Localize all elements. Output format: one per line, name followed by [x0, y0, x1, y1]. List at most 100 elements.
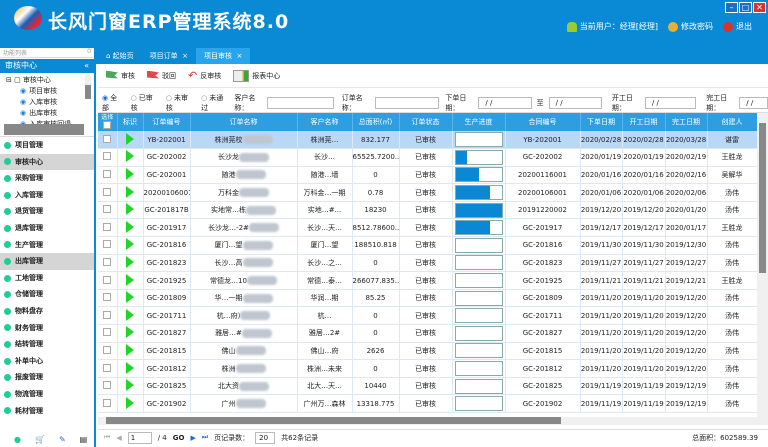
finish-date-input[interactable]: / / — [739, 97, 768, 109]
table-row[interactable]: GC-202002 长沙龙 长沙… 65525.7200... 已审核 GC-202002… — [98, 148, 758, 167]
next-page-button[interactable]: ▶ — [190, 433, 196, 442]
tree-scrollbar[interactable] — [85, 75, 91, 99]
status-radio[interactable]: 已审核 — [131, 93, 158, 113]
row-checkbox-cell[interactable] — [98, 236, 118, 255]
sidebar-item[interactable]: 耗材管理 — [0, 403, 94, 420]
row-checkbox[interactable] — [103, 381, 112, 390]
row-checkbox[interactable] — [103, 398, 112, 407]
row-checkbox[interactable] — [103, 205, 112, 214]
sidebar-item[interactable]: 退库管理 — [0, 220, 94, 237]
sidebar-item[interactable]: 审核中心 — [0, 153, 94, 171]
tree-hscrollbar[interactable] — [4, 124, 84, 135]
book-icon[interactable]: ▤ — [79, 435, 88, 444]
tree-root[interactable]: ⊟ ▢ 审核中心 — [6, 76, 51, 84]
report-center-button[interactable]: 报表中心 — [233, 69, 280, 82]
row-checkbox-cell[interactable] — [98, 131, 118, 150]
table-row[interactable]: GC-201711 杭…府) 杭… 0 已审核 GC-201711 2019/11/20 20… — [98, 306, 758, 326]
go-button[interactable]: GO — [172, 433, 185, 442]
table-row[interactable]: GC-201815 佛山 佛山…府 2626 已审核 GC-201815 2019/11/2… — [98, 342, 758, 361]
order-name-input[interactable] — [374, 97, 440, 109]
first-page-button[interactable]: ⏮ — [104, 433, 111, 441]
change-password-link[interactable]: 修改密码 — [668, 21, 713, 32]
row-checkbox[interactable] — [103, 293, 112, 302]
tab-project-audit[interactable]: 项目审核 × — [196, 48, 251, 64]
row-checkbox[interactable] — [103, 169, 112, 178]
sidebar-item[interactable]: 财务管理 — [0, 320, 94, 337]
unaudit-button[interactable]: ↶ 反审核 — [188, 69, 222, 82]
row-checkbox-cell[interactable] — [98, 377, 118, 396]
tree-item[interactable]: 出库审核 — [6, 108, 94, 119]
row-checkbox-cell[interactable] — [98, 306, 118, 326]
row-checkbox-cell[interactable] — [98, 342, 118, 361]
table-row[interactable]: GC-201925 常德龙…10 常德…泰... 266077.835... 已审核 GC… — [98, 271, 758, 290]
logout-link[interactable]: 退出 — [723, 21, 752, 32]
close-button[interactable]: ✕ — [753, 2, 766, 13]
feather-icon[interactable]: ✎ — [58, 435, 66, 444]
sidebar-item[interactable]: 采购管理 — [0, 170, 94, 187]
tab-project-orders[interactable]: 项目订单 × — [149, 52, 188, 60]
column-header[interactable]: 订单名称 — [190, 113, 298, 131]
sidebar-section-header[interactable]: 审核中心 « — [0, 59, 94, 73]
sidebar-item[interactable]: 生产管理 — [0, 237, 94, 254]
table-row[interactable]: GC-201917 长沙龙…-2# 长沙…天... 8512.78600... 已审核 G… — [98, 218, 758, 238]
close-tab-icon[interactable]: × — [182, 52, 188, 60]
table-row[interactable]: GC-201902 广州 广州万…森林 13318.775 已审核 GC-201902 20… — [98, 394, 758, 413]
minimize-button[interactable]: – — [725, 2, 738, 13]
sidebar-item[interactable]: 补单中心 — [0, 353, 94, 370]
sidebar-item[interactable]: 物流管理 — [0, 386, 94, 403]
status-radio[interactable]: 全部 — [102, 93, 123, 113]
sidebar-item[interactable]: 物料盘存 — [0, 303, 94, 320]
row-checkbox-cell[interactable] — [98, 183, 118, 202]
select-all-checkbox[interactable] — [103, 120, 112, 129]
row-checkbox-cell[interactable] — [98, 166, 118, 185]
horizontal-scrollbar[interactable] — [98, 417, 768, 425]
sidebar-item[interactable]: 结转管理 — [0, 336, 94, 353]
row-checkbox[interactable] — [103, 134, 112, 143]
row-checkbox-cell[interactable] — [98, 359, 118, 378]
row-checkbox[interactable] — [103, 310, 112, 319]
row-checkbox[interactable] — [103, 257, 112, 266]
column-header[interactable]: 创建人 — [707, 113, 758, 131]
row-checkbox-cell[interactable] — [98, 324, 118, 343]
column-header[interactable]: 完工日期 — [665, 113, 708, 131]
column-header[interactable]: 开工日期 — [622, 113, 666, 131]
table-row[interactable]: GC-201827 雅居…# 雅居…2# 0 已审核 GC-201827 2019/11/2… — [98, 324, 758, 343]
maximize-button[interactable]: □ — [739, 2, 752, 13]
tree-item[interactable]: 入库审核 — [6, 97, 94, 108]
table-row[interactable]: GC-201817B 实地常…栋 实地…#... 18230 已审核 2019122000… — [98, 201, 758, 220]
column-header[interactable]: 选择 — [98, 113, 118, 131]
row-checkbox-cell[interactable] — [98, 201, 118, 220]
table-row[interactable]: GC-202001 随港 随港…墙 0 已审核 20200116001 2020/01/16… — [98, 166, 758, 185]
table-row[interactable]: 20200106001 万科金 万科金…一期 0.78 已审核 20200106001 20… — [98, 183, 758, 202]
column-header[interactable]: 生产进度 — [452, 113, 506, 131]
row-checkbox-cell[interactable] — [98, 394, 118, 413]
customer-name-input[interactable] — [267, 97, 334, 109]
row-checkbox-cell[interactable] — [98, 289, 118, 308]
row-checkbox[interactable] — [103, 222, 112, 231]
tab-home[interactable]: ⌂ 起始页 — [106, 52, 134, 60]
circle-icon[interactable]: ● — [14, 435, 21, 444]
sidebar-item[interactable]: 仓储管理 — [0, 286, 94, 303]
row-checkbox[interactable] — [103, 275, 112, 284]
row-checkbox[interactable] — [103, 152, 112, 161]
row-checkbox-cell[interactable] — [98, 254, 118, 273]
row-checkbox[interactable] — [103, 328, 112, 337]
start-date-input[interactable]: / / — [644, 97, 697, 109]
sidebar-item[interactable]: 出库管理 — [0, 253, 94, 270]
column-header[interactable]: 标识 — [117, 113, 144, 131]
row-checkbox-cell[interactable] — [98, 148, 118, 167]
table-row[interactable]: GC-201823 长沙…高 长沙…之... 0 已审核 GC-201823 2019/11… — [98, 254, 758, 273]
vertical-scrollbar[interactable] — [757, 113, 768, 417]
sidebar-item[interactable]: 项目管理 — [0, 137, 94, 154]
column-header[interactable]: 总面积(㎡) — [352, 113, 400, 131]
table-row[interactable]: GC-201816 厦门…望 厦门…望 188510.818 已审核 GC-201816 2… — [98, 236, 758, 255]
table-row[interactable]: YB-202001 株洲莞校 株洲莞… 832.177 已审核 YB-202001 2020… — [98, 131, 758, 150]
column-header[interactable]: 订单编号 — [143, 113, 191, 131]
cart-icon[interactable]: 🛒 — [34, 435, 45, 444]
table-row[interactable]: GC-201825 北大资 北大…天... 10440 已审核 GC-201825 2019… — [98, 377, 758, 396]
tree-item[interactable]: 项目审核 — [6, 86, 94, 97]
column-header[interactable]: 订单状态 — [399, 113, 453, 131]
row-checkbox-cell[interactable] — [98, 271, 118, 290]
column-header[interactable]: 下单日期 — [580, 113, 623, 131]
page-size-input[interactable]: 20 — [255, 431, 276, 444]
